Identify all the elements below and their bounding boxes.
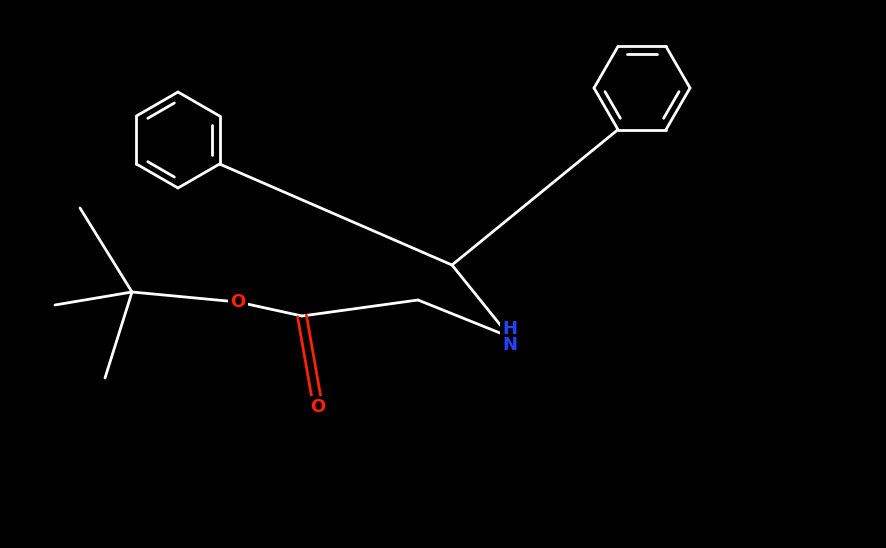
Text: O: O	[310, 398, 325, 416]
Text: O: O	[230, 293, 245, 311]
Text: H
N: H N	[502, 319, 517, 355]
